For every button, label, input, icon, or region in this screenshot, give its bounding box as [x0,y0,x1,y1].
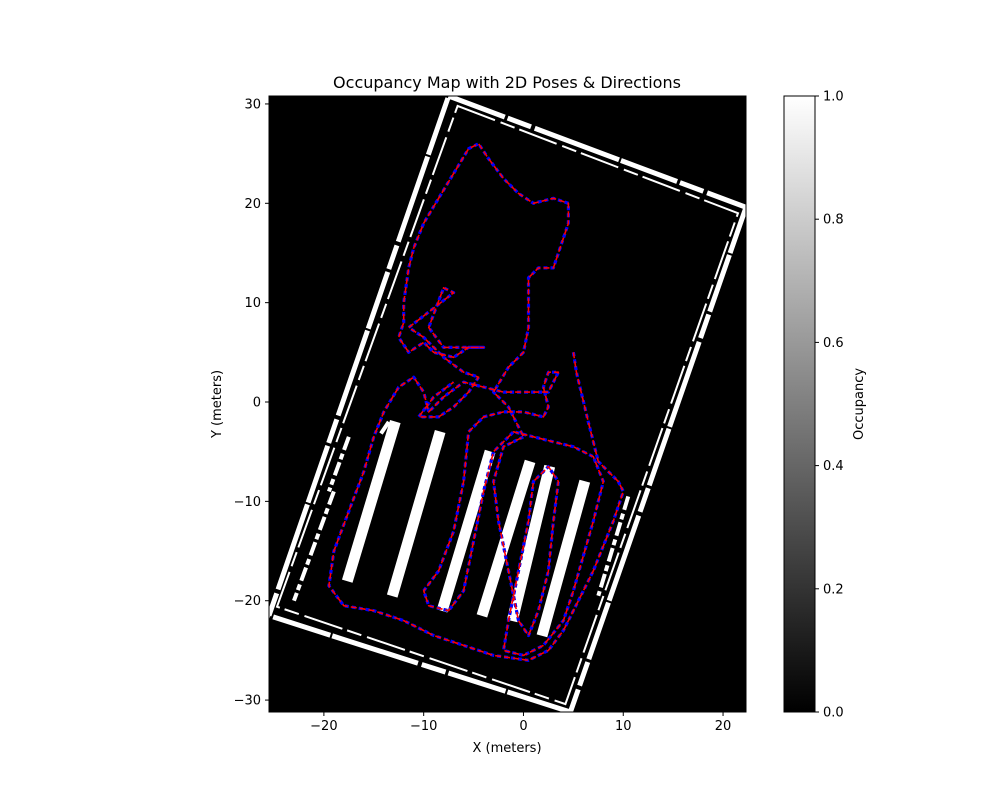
plot-area [268,95,747,713]
chart-title: Occupancy Map with 2D Poses & Directions [333,73,681,92]
y-axis-label: Y (meters) [210,370,225,439]
x-tick-label: 10 [615,719,632,734]
colorbar-tick-label: 0.0 [823,706,844,721]
wall-fragment [326,436,351,493]
colorbar-label: Occupancy [852,368,867,440]
y-axis: −30 −20 −10 0 10 20 30 [234,97,269,709]
occupancy-background [269,96,746,712]
parking-row-obstacle [436,449,496,613]
y-tick-label: −30 [234,694,261,709]
y-tick-label: 10 [244,296,261,311]
x-axis: −20 −10 0 10 20 [310,712,731,734]
y-tick-label: 20 [244,197,261,212]
colorbar-gradient [783,95,816,713]
parking-row-obstacle [506,464,556,623]
y-tick-label: −20 [234,594,261,609]
x-tick-label: −20 [310,719,337,734]
y-tick-label: 0 [253,396,261,411]
x-tick-label: −10 [410,719,437,734]
pose-trajectory [328,142,625,662]
trajectory-layer [327,142,625,662]
colorbar-axis: 0.0 0.2 0.4 0.6 0.8 1.0 [815,90,844,721]
outer-wall [269,96,746,712]
colorbar-tick-label: 0.2 [823,582,844,597]
colorbar-tick-label: 0.6 [823,336,844,351]
parking-row-obstacle [386,429,446,598]
parking-row-obstacle [536,479,591,638]
y-tick-label: 30 [244,97,261,112]
x-tick-label: 20 [715,719,732,734]
y-tick-label: −10 [234,495,261,510]
colorbar-tick-label: 0.4 [823,459,844,474]
plot-frame [268,95,747,713]
inner-wall [275,104,740,706]
parking-row-obstacle [476,459,536,618]
colorbar-tick-label: 0.8 [823,213,844,228]
wall-fragment [596,495,631,597]
wall-fragment [292,490,336,602]
colorbar: 0.0 0.2 0.4 0.6 0.8 1.0 Occupancy [783,90,867,721]
parking-row-obstacle [341,419,401,583]
wall-fragment [377,420,391,438]
x-tick-label: 0 [519,719,527,734]
x-axis-label: X (meters) [472,741,541,756]
occupancy-map-layer [269,96,746,712]
colorbar-tick-label: 1.0 [823,90,844,105]
